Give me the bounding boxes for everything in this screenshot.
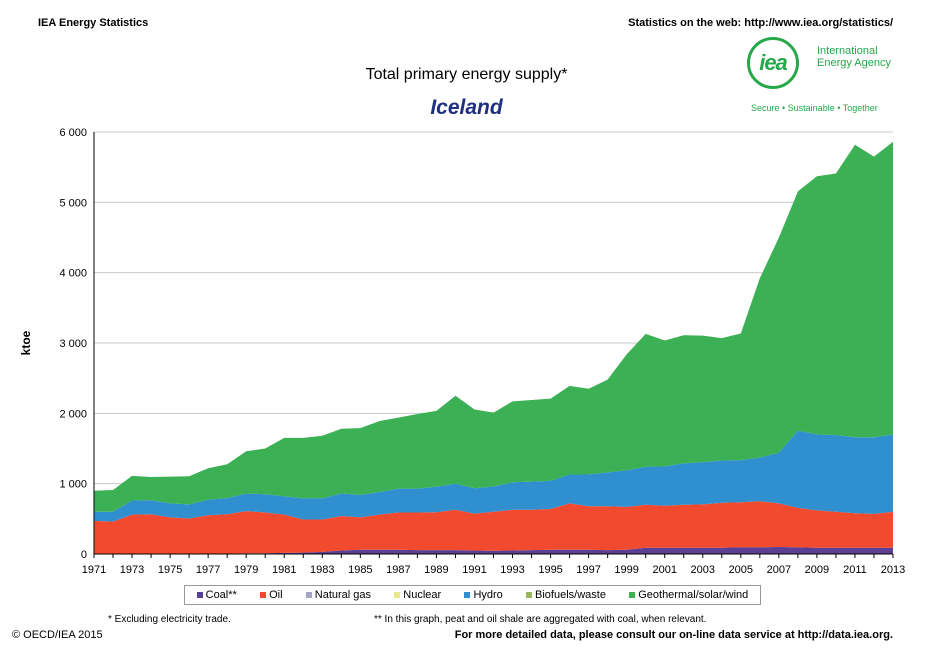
legend-swatch: [394, 592, 401, 598]
chart-title: Total primary energy supply*: [365, 66, 568, 83]
y-tick-label: 5 000: [59, 197, 87, 209]
x-tick-label: 1981: [272, 564, 296, 576]
legend-label: Coal**: [205, 589, 237, 601]
x-tick-label: 1995: [538, 564, 562, 576]
legend-item: Geothermal/solar/wind: [629, 589, 748, 601]
area-series-oil: [94, 501, 893, 554]
x-tick-label: 2011: [843, 564, 867, 576]
legend-item: Coal**: [196, 589, 237, 601]
legend-item: Biofuels/waste: [526, 589, 606, 601]
legend-swatch: [260, 592, 267, 598]
x-tick-label: 1971: [82, 564, 106, 576]
legend-swatch: [464, 592, 471, 598]
legend-label: Nuclear: [403, 589, 442, 601]
legend-label: Oil: [269, 589, 283, 601]
iea-logo: iea International Energy Agency Secure •…: [745, 33, 895, 119]
footer-data-service[interactable]: For more detailed data, please consult o…: [454, 629, 893, 641]
logo-name-line2: Energy Agency: [817, 57, 891, 69]
x-tick-label: 1987: [386, 564, 410, 576]
y-tick-label: 2 000: [59, 408, 87, 420]
y-axis-label: ktoe: [19, 330, 33, 355]
x-tick-label: 1991: [462, 564, 486, 576]
x-tick-label: 1997: [576, 564, 600, 576]
copyright: © OECD/IEA 2015: [12, 629, 103, 641]
chart-subtitle: Iceland: [430, 96, 503, 119]
chart-legend: Coal** Oil Natural gas Nuclear Hydro Biofuels…: [184, 585, 761, 605]
area-series-coal: [94, 547, 893, 554]
legend-swatch: [629, 592, 636, 598]
legend-label: Biofuels/waste: [535, 589, 606, 601]
x-tick-label: 1989: [424, 564, 448, 576]
logo-mark: iea: [759, 50, 788, 75]
x-tick-label: 2013: [881, 564, 905, 576]
x-tick-label: 1979: [234, 564, 258, 576]
x-tick-label: 1983: [310, 564, 334, 576]
x-tick-label: 2005: [729, 564, 753, 576]
x-tick-label: 2003: [691, 564, 715, 576]
logo-name: International Energy Agency: [817, 45, 891, 69]
legend-swatch: [526, 592, 533, 598]
x-tick-label: 1975: [158, 564, 182, 576]
x-tick-label: 1985: [348, 564, 372, 576]
x-tick-label: 1993: [500, 564, 524, 576]
legend-item: Natural gas: [305, 589, 372, 601]
x-tick-label: 2007: [767, 564, 791, 576]
legend-item: Hydro: [464, 589, 503, 601]
y-tick-label: 6 000: [59, 127, 87, 139]
legend-swatch: [196, 592, 203, 598]
legend-item: Nuclear: [394, 589, 441, 601]
legend-label: Geothermal/solar/wind: [638, 589, 749, 601]
footnote-coal: ** In this graph, peat and oil shale are…: [374, 614, 707, 625]
logo-tagline: Secure • Sustainable • Together: [751, 103, 878, 113]
y-tick-label: 1 000: [59, 479, 87, 491]
x-tick-label: 2001: [652, 564, 676, 576]
y-tick-label: 0: [81, 549, 87, 561]
legend-label: Natural gas: [314, 589, 372, 601]
x-tick-label: 2009: [805, 564, 829, 576]
legend-label: Hydro: [473, 589, 503, 601]
x-tick-label: 1999: [614, 564, 638, 576]
logo-name-line1: International: [817, 45, 878, 57]
header-source: IEA Energy Statistics: [38, 17, 149, 29]
footnote-electricity: * Excluding electricity trade.: [108, 614, 231, 625]
area-series-geothermal-solar-wind: [94, 141, 893, 512]
area-series-hydro: [94, 430, 893, 522]
x-tick-label: 1973: [120, 564, 144, 576]
y-tick-label: 3 000: [59, 338, 87, 350]
y-tick-label: 4 000: [59, 268, 87, 280]
legend-swatch: [305, 592, 312, 598]
logo-ring-icon: [747, 37, 799, 89]
x-tick-label: 1977: [196, 564, 220, 576]
legend-item: Oil: [260, 589, 283, 601]
header-web-link[interactable]: Statistics on the web: http://www.iea.or…: [628, 17, 893, 29]
